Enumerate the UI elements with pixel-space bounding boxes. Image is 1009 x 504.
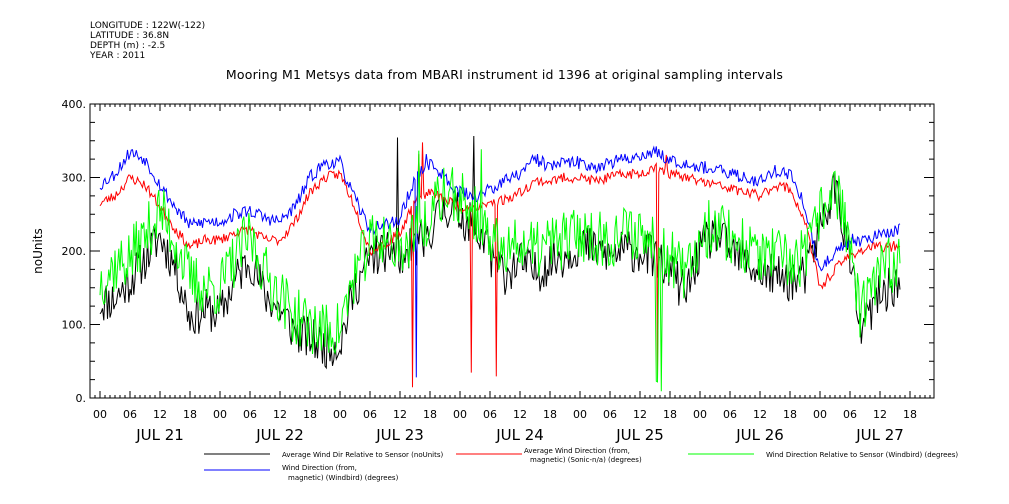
x-day-label: JUL 25 (615, 426, 664, 444)
x-hour-label: 00 (213, 408, 227, 421)
legend-label-red-line1: Average Wind Direction (from, (524, 447, 630, 455)
legend-label-red-line2: magnetic) (Sonic-n/a) (degrees) (530, 456, 642, 464)
depth-text: DEPTH (m) : -2.5 (90, 41, 166, 51)
x-hour-label: 18 (903, 408, 917, 421)
x-hour-label: 18 (183, 408, 197, 421)
x-hour-label: 12 (633, 408, 647, 421)
x-hour-label: 06 (243, 408, 257, 421)
x-hour-label: 00 (693, 408, 707, 421)
series-line-0 (99, 135, 901, 370)
legend-label-green: Wind Direction Relative to Sensor (Windb… (766, 451, 958, 459)
x-hour-label: 18 (663, 408, 677, 421)
metadata-block: LONGITUDE : 122W(-122) LATITUDE : 36.8N … (90, 21, 205, 61)
x-hour-label: 06 (363, 408, 377, 421)
y-axis-label: noUnits (31, 228, 45, 274)
y-tick-label: 100. (62, 319, 87, 332)
x-hour-label: 00 (93, 408, 107, 421)
longitude-text: LONGITUDE : 122W(-122) (90, 21, 206, 31)
x-day-label: JUL 21 (135, 426, 184, 444)
y-tick-label: 200. (62, 245, 87, 258)
y-tick-label: 0. (76, 392, 87, 405)
x-hour-label: 12 (753, 408, 767, 421)
x-day-label: JUL 27 (855, 426, 904, 444)
x-hour-label: 00 (573, 408, 587, 421)
y-tick-label: 400. (62, 98, 87, 111)
x-hour-label: 18 (303, 408, 317, 421)
x-hour-label: 12 (873, 408, 887, 421)
x-hour-label: 06 (603, 408, 617, 421)
x-hour-label: 12 (393, 408, 407, 421)
y-tick-label: 300. (62, 172, 87, 185)
x-hour-label: 18 (783, 408, 797, 421)
series-line-3 (99, 145, 901, 378)
y-axis: 0. 100. 200. 300. 400. (62, 98, 934, 405)
x-day-label: JUL 26 (735, 426, 784, 444)
x-hour-label: 00 (453, 408, 467, 421)
legend-label-black: Average Wind Dir Relative to Sensor (noU… (282, 451, 443, 459)
x-day-label: JUL 24 (495, 426, 544, 444)
legend: Average Wind Dir Relative to Sensor (noU… (204, 447, 958, 482)
x-day-label: JUL 22 (255, 426, 304, 444)
x-hour-label: 06 (723, 408, 737, 421)
latitude-text: LATITUDE : 36.8N (90, 31, 170, 41)
series-line-1 (99, 142, 901, 388)
x-hour-label: 06 (123, 408, 137, 421)
legend-label-blue-line1: Wind Direction (from, (282, 464, 357, 472)
x-day-label: JUL 23 (375, 426, 424, 444)
x-hour-label: 18 (543, 408, 557, 421)
legend-label-blue-line2: magnetic) (Windbird) (degrees) (288, 474, 399, 482)
plot-lines (99, 135, 901, 392)
x-axis: 00 06 12 18 00 06 12 18 00 06 12 18 00 06 12 18 00 06 12 18… (93, 408, 917, 444)
x-hour-label: 00 (333, 408, 347, 421)
x-hour-label: 12 (273, 408, 287, 421)
x-hour-label: 12 (153, 408, 167, 421)
x-hour-label: 18 (423, 408, 437, 421)
series-line-2 (99, 149, 901, 392)
minor-ticks (89, 104, 931, 398)
chart-title: Mooring M1 Metsys data from MBARI instru… (225, 67, 784, 82)
x-hour-label: 06 (843, 408, 857, 421)
x-hour-label: 12 (513, 408, 527, 421)
year-text: YEAR : 2011 (90, 51, 146, 61)
x-hour-label: 00 (813, 408, 827, 421)
x-hour-label: 06 (483, 408, 497, 421)
